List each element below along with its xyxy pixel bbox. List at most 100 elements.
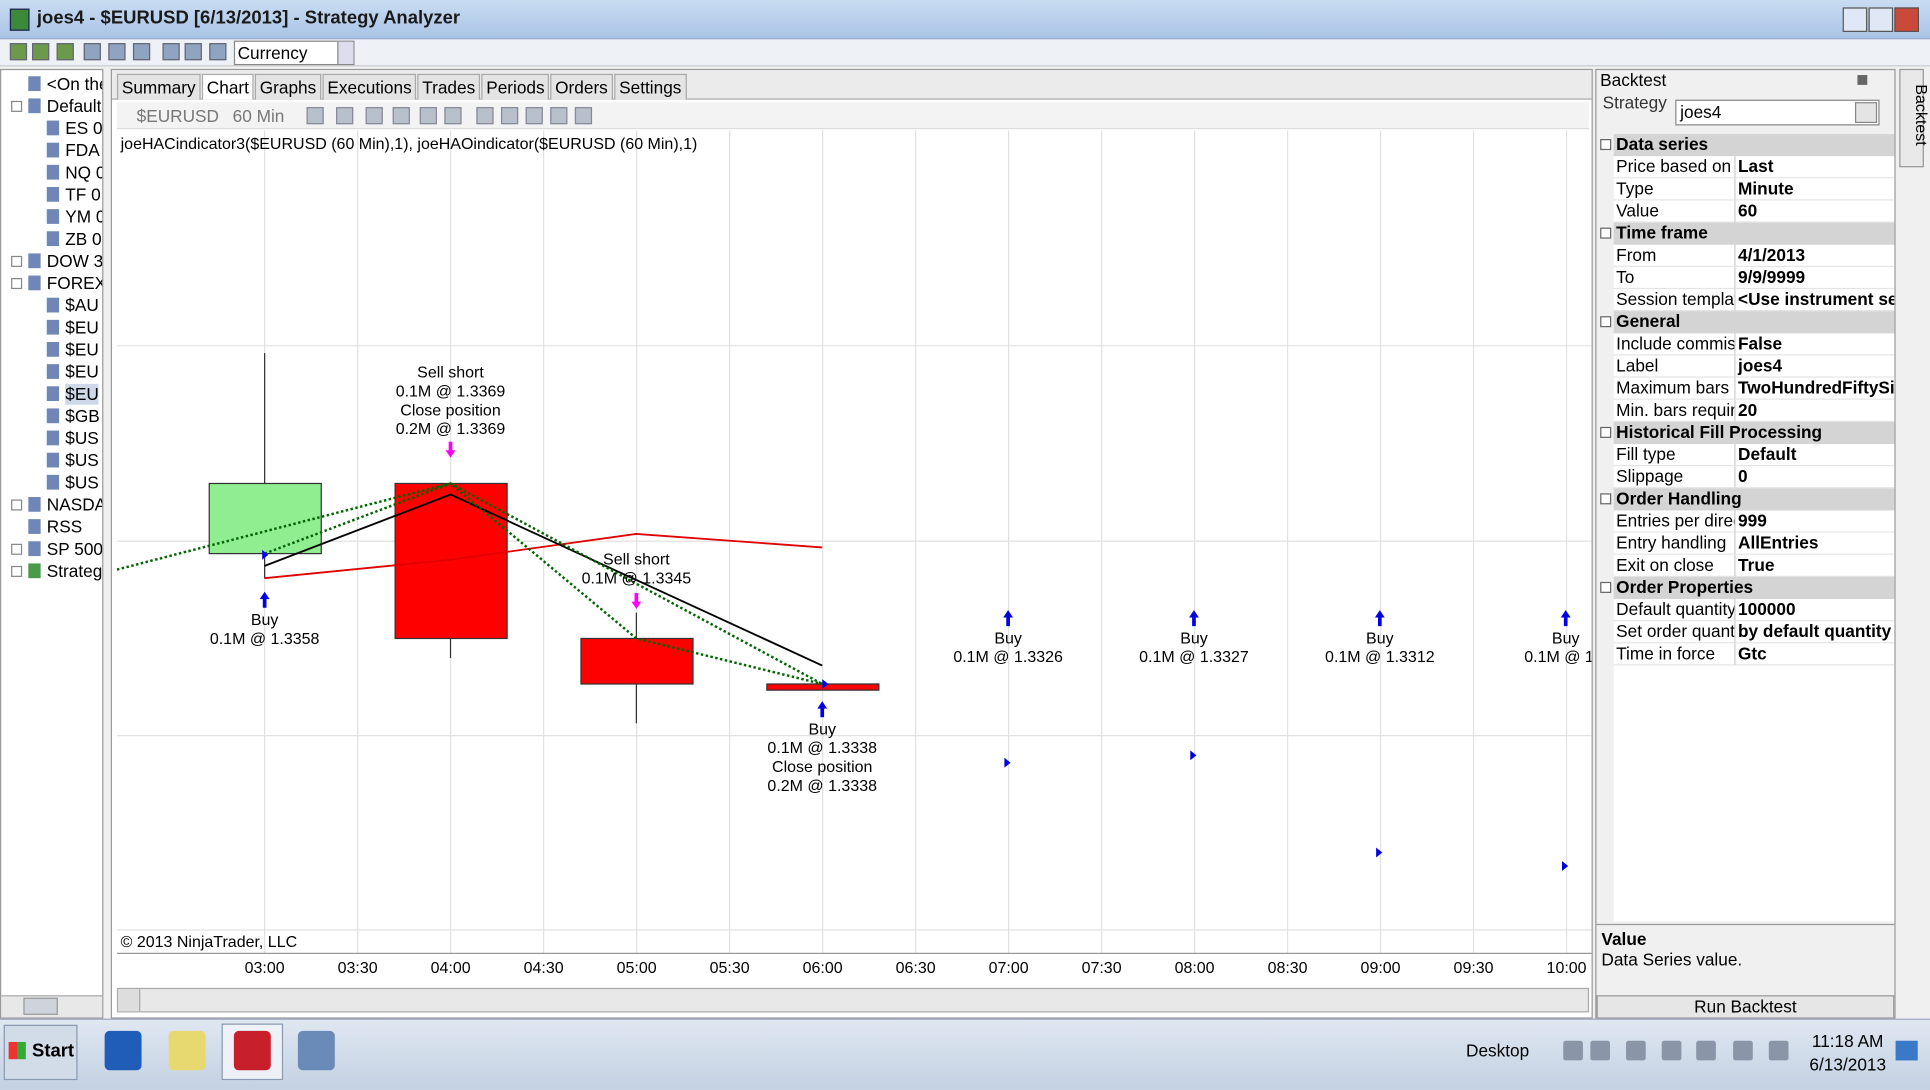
toolbar-button[interactable] [9, 43, 28, 61]
tree-item[interactable]: $US [65, 450, 99, 470]
property-name[interactable]: Fill type [1613, 444, 1736, 467]
tree-item[interactable]: Default [46, 95, 102, 116]
tray-icon[interactable] [1696, 1040, 1716, 1061]
tree-expander[interactable] [11, 565, 23, 577]
tray-icon[interactable] [1626, 1040, 1646, 1061]
tab[interactable]: Executions [322, 73, 417, 100]
tray-icon[interactable] [1563, 1040, 1583, 1061]
property-name[interactable]: Label [1613, 355, 1736, 378]
tab[interactable]: Graphs [254, 73, 322, 100]
tray-icon[interactable] [1590, 1040, 1611, 1061]
tree-item[interactable]: YM 0 [65, 206, 104, 227]
property-name[interactable]: Maximum bars lo [1613, 377, 1736, 400]
app-icon[interactable] [297, 1030, 335, 1071]
show-desktop[interactable] [1895, 1040, 1918, 1061]
property-value[interactable]: Minute [1735, 178, 1895, 201]
tree-item[interactable]: $AU [65, 295, 99, 315]
property-name[interactable]: Slippage [1613, 466, 1736, 489]
chart-tool[interactable] [525, 107, 543, 125]
app-icon[interactable] [233, 1030, 271, 1071]
tree-item[interactable]: ZB 0 [65, 228, 102, 249]
scroll-left[interactable] [118, 989, 141, 1012]
property-name[interactable]: Time in force [1613, 643, 1736, 666]
toolbar-button[interactable] [209, 43, 227, 61]
tab[interactable]: Trades [417, 73, 481, 100]
tree-expander[interactable] [11, 499, 23, 511]
toolbar-button[interactable] [83, 43, 101, 61]
property-value[interactable]: 0 [1735, 466, 1895, 489]
property-value[interactable]: 100000 [1735, 599, 1895, 622]
property-name[interactable]: Entry handling [1613, 532, 1736, 555]
property-value[interactable]: Gtc [1735, 643, 1895, 666]
property-category[interactable]: Order Handling [1613, 488, 1895, 511]
property-category[interactable]: General [1613, 311, 1895, 334]
tab[interactable]: Settings [614, 73, 687, 100]
property-category[interactable]: Order Properties [1613, 576, 1895, 600]
tree-expander[interactable] [11, 100, 23, 112]
tree-expander[interactable] [11, 255, 23, 267]
category-expander[interactable] [1600, 316, 1612, 328]
start-logo[interactable] [8, 1041, 26, 1060]
toolbar-button[interactable] [108, 43, 126, 61]
dropdown-arrow[interactable] [337, 41, 354, 64]
tree-item[interactable]: $US [65, 472, 99, 493]
property-category[interactable]: Historical Fill Processing [1613, 421, 1895, 445]
pin-button[interactable] [1857, 75, 1868, 85]
chart-scrollbar[interactable] [116, 987, 1590, 1013]
property-value[interactable]: by default quantity [1735, 621, 1895, 644]
chart-tool[interactable] [365, 107, 383, 125]
toolbar-button[interactable] [162, 43, 180, 61]
clock-time[interactable]: 11:18 AM [1811, 1030, 1884, 1051]
property-name[interactable]: Set order quantit [1613, 621, 1736, 644]
tree-item[interactable]: RSS [46, 516, 83, 537]
instrument-selector[interactable]: $EURUSD [136, 105, 219, 126]
property-value[interactable]: 9/9/9999 [1735, 266, 1895, 290]
property-name[interactable]: Entries per direct [1613, 510, 1736, 533]
category-expander[interactable] [1600, 227, 1612, 239]
tree-item[interactable]: <On the [46, 73, 104, 94]
minimize-button[interactable] [1842, 7, 1868, 32]
property-value[interactable]: True [1735, 554, 1895, 577]
close-button[interactable] [1894, 7, 1919, 32]
property-category[interactable]: Time frame [1613, 222, 1895, 245]
tray-icon[interactable] [1733, 1040, 1753, 1061]
toolbar-button[interactable] [56, 43, 74, 61]
scroll-thumb[interactable] [23, 997, 58, 1015]
property-name[interactable]: Min. bars require [1613, 399, 1736, 422]
tree-item[interactable]: $EU [65, 361, 99, 382]
tree-item[interactable]: NASDA [46, 494, 104, 515]
tree-item[interactable]: $EU [65, 383, 99, 405]
tree-expander[interactable] [11, 278, 23, 290]
chart-tool[interactable] [574, 107, 593, 125]
tree-item[interactable]: Strateg [46, 560, 103, 581]
category-expander[interactable] [1600, 139, 1612, 151]
tree-item[interactable]: SP 500 [46, 538, 103, 559]
category-expander[interactable] [1600, 493, 1612, 505]
property-name[interactable]: Session template [1613, 289, 1736, 312]
tree-item[interactable]: FDA [65, 140, 100, 160]
tray-icon[interactable] [1768, 1040, 1789, 1061]
tree-item[interactable]: ES 0 [65, 118, 103, 138]
tree-expander[interactable] [11, 543, 23, 555]
tab[interactable]: Periods [481, 73, 550, 100]
strategy-dropdown[interactable]: joes4 [1675, 99, 1880, 126]
property-name[interactable]: Value [1613, 200, 1736, 223]
property-name[interactable]: Exit on close [1613, 554, 1736, 577]
toolbar-button[interactable] [184, 43, 202, 61]
property-name[interactable]: Include commiss [1613, 333, 1736, 356]
property-value[interactable]: TwoHundredFiftySix [1735, 377, 1895, 400]
chart-tool[interactable] [336, 107, 354, 125]
toolbar-button[interactable] [132, 43, 151, 61]
property-value[interactable]: <Use instrument se [1735, 289, 1895, 312]
tree-item[interactable]: $EU [65, 317, 99, 338]
property-value[interactable]: 20 [1735, 399, 1895, 422]
chart-tool[interactable] [392, 107, 410, 125]
tree-item[interactable]: $EU [65, 339, 99, 360]
tree-item[interactable]: NQ 0 [65, 162, 104, 183]
chart-tool[interactable] [444, 107, 462, 125]
property-name[interactable]: From [1613, 244, 1736, 267]
maximize-button[interactable] [1868, 7, 1894, 32]
property-value[interactable]: 60 [1735, 200, 1895, 223]
chart-tool[interactable] [550, 107, 568, 125]
chart-tool[interactable] [500, 107, 519, 125]
